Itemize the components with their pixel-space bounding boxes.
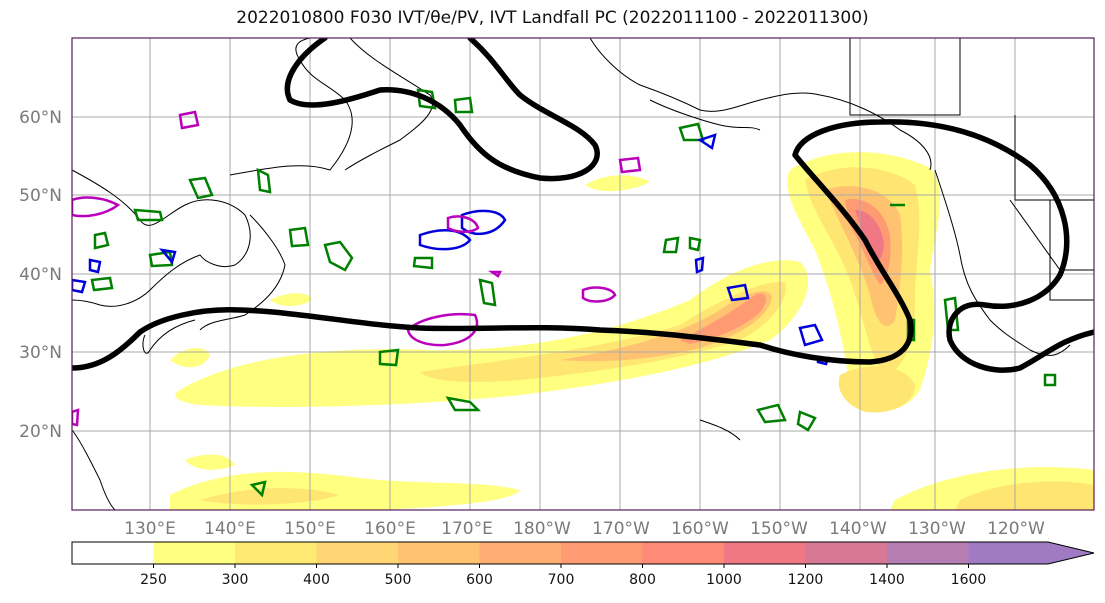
lon-label-140w: 140°W [829, 519, 887, 539]
lon-label-160w: 160°W [671, 519, 729, 539]
colorbar-segment [805, 542, 888, 564]
lon-label-160e: 160°E [364, 519, 416, 539]
colorbar-segment [235, 542, 317, 564]
colorbar-segment [72, 542, 154, 564]
colorbar-label: 1000 [706, 572, 742, 588]
colorbar: 250 300 400 500 600 700 800 1000 1200 1400 1600 [71, 541, 1095, 588]
lat-label-60n: 60°N [19, 108, 62, 128]
colorbar-label: 300 [222, 572, 249, 588]
colorbar-segment [561, 542, 643, 564]
lon-label-150e: 150°E [284, 519, 336, 539]
coastlines [72, 38, 1094, 510]
colorbar-segment [642, 542, 725, 564]
pv-contours [72, 38, 1094, 373]
colorbar-label: 800 [629, 572, 656, 588]
map-gridlines [72, 38, 1094, 510]
colorbar-label: 700 [548, 572, 575, 588]
colorbar-label: 250 [140, 572, 167, 588]
lat-label-40n: 40°N [19, 265, 62, 285]
lon-label-180w: 180°W [513, 519, 571, 539]
lon-label-170w: 170°W [592, 519, 650, 539]
lat-label-30n: 30°N [19, 343, 62, 363]
lat-label-50n: 50°N [19, 186, 62, 206]
colorbar-label: 600 [466, 572, 493, 588]
lon-label-150w: 150°W [750, 519, 808, 539]
colorbar-label: 1200 [788, 572, 824, 588]
map-frame [71, 37, 1095, 511]
colorbar-label: 400 [303, 572, 330, 588]
colorbar-extension [1048, 542, 1094, 564]
lon-label-130e: 130°E [124, 519, 176, 539]
colorbar-segment [316, 542, 399, 564]
lon-label-120w: 120°W [987, 519, 1045, 539]
colorbar-segment [153, 542, 236, 564]
colorbar-segment [398, 542, 480, 564]
lon-label-130w: 130°W [908, 519, 966, 539]
colorbar-segment [724, 542, 806, 564]
colorbar-label: 500 [385, 572, 412, 588]
colorbar-segment [887, 542, 969, 564]
magenta-contours [72, 110, 642, 427]
colorbar-segment [968, 542, 1051, 564]
colorbar-label: 1600 [951, 572, 987, 588]
colorbar-segment [479, 542, 562, 564]
lon-label-170e: 170°E [441, 519, 493, 539]
chart-title: 2022010800 F030 IVT/θe/PV, IVT Landfall … [236, 8, 869, 28]
lon-label-140e: 140°E [204, 519, 256, 539]
colorbar-outline [71, 541, 1095, 565]
colorbar-label: 1400 [869, 572, 905, 588]
lat-label-20n: 20°N [19, 422, 62, 442]
green-contours [90, 88, 1057, 498]
